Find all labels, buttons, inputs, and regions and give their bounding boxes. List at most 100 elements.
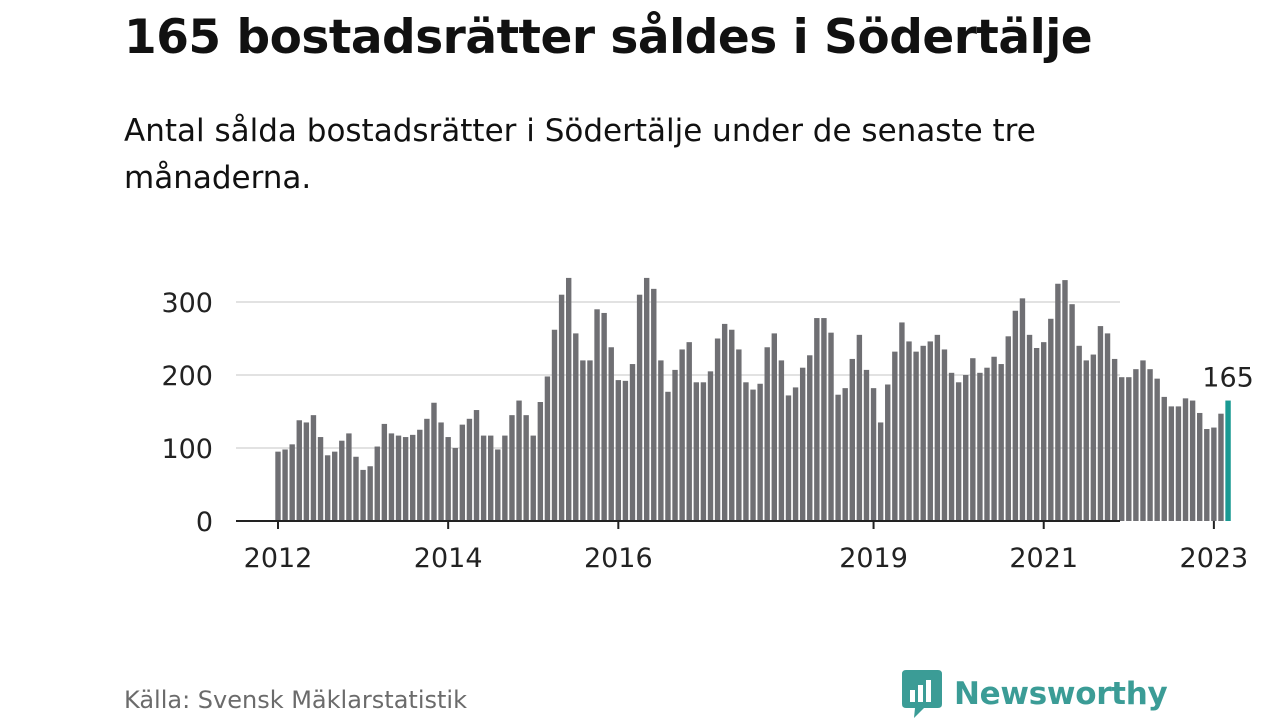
bar [672,369,678,521]
bar [580,360,586,521]
bar [721,323,728,521]
x-tick-label: 2021 [1009,543,1078,574]
bar [828,332,834,521]
bar [714,338,721,521]
bar [615,380,622,521]
y-tick-label: 200 [161,361,213,392]
bar [424,418,430,521]
bar [743,382,749,521]
bar [736,349,742,521]
bar [1154,378,1160,521]
bar [877,422,884,521]
bar [863,369,870,521]
bar [530,435,536,521]
bar [289,444,295,521]
bar [558,294,565,521]
bar [906,341,912,521]
bar [1062,280,1068,521]
bar [1175,406,1182,521]
bar-chart-bubble-icon [902,670,942,718]
bar [1133,369,1139,521]
bar [601,312,607,521]
bar [1069,304,1075,521]
bar [452,448,458,521]
bar [1168,406,1175,521]
bar [991,356,997,521]
bar [757,383,763,521]
bar [544,376,551,521]
bar [367,466,373,521]
x-tick-label: 2023 [1180,543,1249,574]
bar [360,469,366,521]
bar [892,351,898,521]
bar [509,415,515,521]
bar [814,318,820,521]
bar [346,433,352,521]
bar [842,388,848,521]
bar [431,402,437,521]
bar [785,395,792,521]
source-note: Källa: Svensk Mäklarstatistik [124,686,467,714]
bar [1083,360,1089,521]
bar [537,402,544,521]
bar [1104,333,1111,521]
bar [729,329,735,521]
bar [856,334,863,521]
bar [1048,318,1054,521]
bar [402,437,409,521]
bar [417,429,423,521]
bar [1076,345,1082,521]
bar [523,415,529,521]
bar [778,360,785,521]
bar [1097,326,1104,521]
bar [629,364,636,521]
bar [1197,412,1203,521]
brand-name: Newsworthy [954,676,1168,712]
bar [658,360,664,521]
bar [1147,369,1153,521]
bar [353,456,359,521]
bar [807,355,813,521]
bar [1012,310,1019,521]
highlight-data-label: 165 [1202,363,1254,394]
bar [303,422,310,521]
bar [1189,400,1196,521]
bar [771,333,777,521]
chart-title: 165 bostadsrätter såldes i Södertälje [124,10,1093,65]
bar [948,372,955,521]
x-tick-label: 2019 [839,543,908,574]
bar [1211,427,1217,521]
bar [551,329,558,521]
bar [310,415,317,521]
bar [686,342,692,521]
bar [665,391,671,521]
bar [1026,334,1033,521]
bar [920,345,926,521]
bar [473,410,480,521]
bar [594,309,600,521]
x-tick-label: 2014 [414,543,483,574]
bar [516,400,522,521]
bar [1119,377,1125,521]
bar [608,347,614,521]
bar [885,384,891,521]
bar [899,322,905,521]
bar [849,358,855,521]
bar [963,375,969,521]
bar [941,349,948,521]
bar [1140,360,1146,521]
bar [332,451,338,521]
highlight-bar [1225,400,1231,521]
bars [275,277,1231,521]
bar [651,288,657,521]
chart-subtitle: Antal sålda bostadsrätter i Södertälje u… [124,113,1036,196]
bar [296,420,302,521]
bar [750,389,756,521]
bar [1218,413,1224,521]
bar [1111,358,1118,521]
bar [410,434,416,521]
bar [480,435,487,521]
bar [1005,336,1011,521]
bar [395,435,402,521]
